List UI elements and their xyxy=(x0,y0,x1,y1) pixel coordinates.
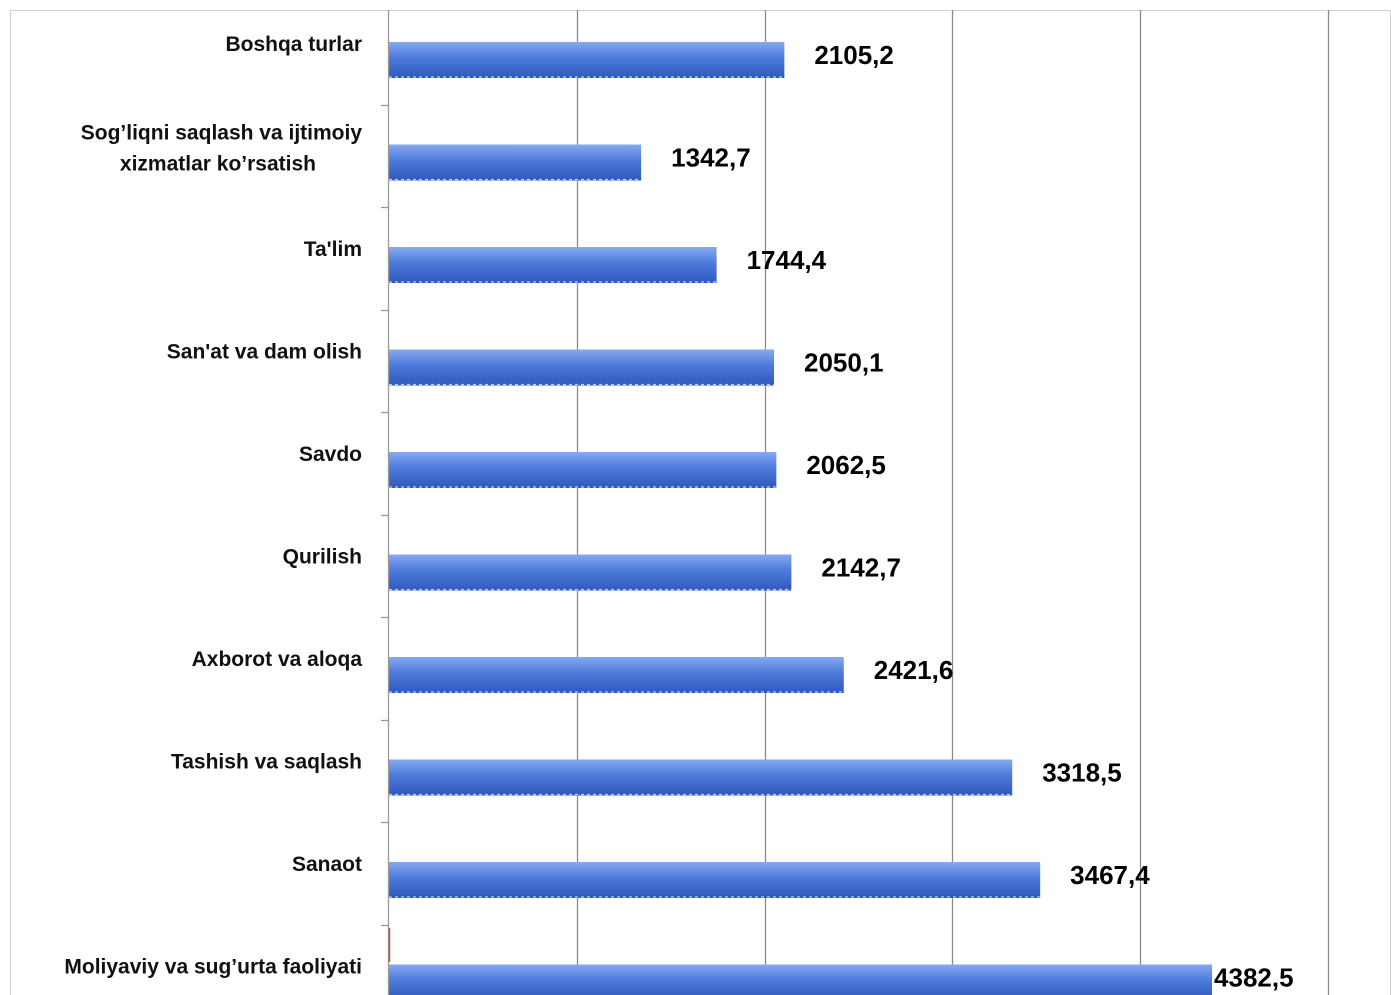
bar-2 xyxy=(389,144,642,181)
category-axis xyxy=(381,10,391,995)
data-label-4: 2050,1 xyxy=(804,348,884,378)
data-label-9: 3467,4 xyxy=(1070,860,1150,890)
data-label-3: 1744,4 xyxy=(747,245,827,275)
labels: 2105,2 Boshqa turlar 1342,7 Sog’liqni saqla… xyxy=(64,33,1293,993)
category-label-2: Sog’liqni saqlash va ijtimoiy xizmatlar k… xyxy=(81,122,363,176)
category-label-5: Savdo xyxy=(299,443,362,466)
bar-4 xyxy=(389,349,775,386)
category-label-9: Sanaot xyxy=(292,853,362,876)
category-label-3: Ta'lim xyxy=(304,238,362,261)
bar-6 xyxy=(389,554,792,591)
data-label-1: 2105,2 xyxy=(814,40,894,70)
category-label-4: San'at va dam olish xyxy=(167,341,362,364)
category-label-1: Boshqa turlar xyxy=(225,33,362,56)
bar-9 xyxy=(389,862,1041,898)
data-label-6: 2142,7 xyxy=(821,553,901,583)
data-label-10: 4382,5 xyxy=(1214,963,1294,993)
category-label-10: Moliyaviy va sug’urta faoliyati xyxy=(64,956,362,979)
bars xyxy=(389,42,1213,995)
bar-5 xyxy=(389,452,777,488)
bar-3 xyxy=(389,247,717,283)
data-label-7: 2421,6 xyxy=(874,655,954,685)
data-label-8: 3318,5 xyxy=(1042,758,1122,788)
bar-10 xyxy=(389,964,1213,995)
category-label-7: Axborot va aloqa xyxy=(192,648,363,671)
bar-7 xyxy=(389,657,844,693)
category-label-6: Qurilish xyxy=(283,546,362,569)
data-label-2: 1342,7 xyxy=(671,143,751,173)
bar-8 xyxy=(389,759,1013,796)
data-label-5: 2062,5 xyxy=(806,450,886,480)
category-label-8: Tashish va saqlash xyxy=(171,751,362,774)
bar-1 xyxy=(389,42,785,78)
